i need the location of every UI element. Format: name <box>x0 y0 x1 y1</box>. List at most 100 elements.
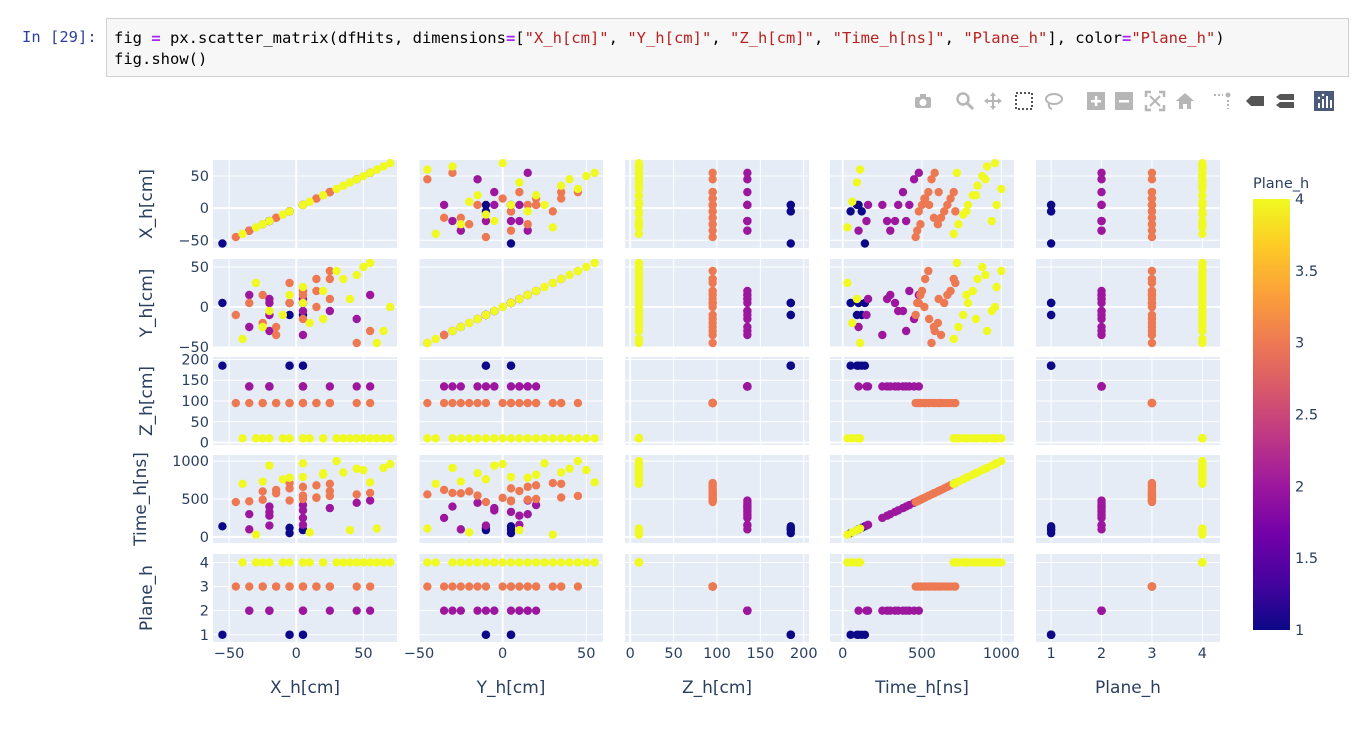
data-point <box>448 558 457 567</box>
subplot-points-4-2 <box>634 558 795 639</box>
data-point <box>1097 294 1106 304</box>
data-point <box>708 168 717 178</box>
data-point <box>1046 239 1056 248</box>
data-point <box>1198 326 1207 336</box>
data-point <box>345 434 355 443</box>
reset-axes-icon[interactable] <box>1174 90 1196 112</box>
data-point <box>786 207 795 216</box>
subplot-points-2-4 <box>1046 361 1207 443</box>
data-point <box>930 168 939 178</box>
data-point <box>934 486 943 496</box>
data-point <box>531 500 541 510</box>
code-text[interactable]: fig = px.scatter_matrix(dfHits, dimensio… <box>114 28 1225 70</box>
x-tick-label: 0 <box>292 646 301 662</box>
data-point <box>325 274 335 284</box>
data-point <box>531 286 541 296</box>
data-point <box>556 468 566 477</box>
plotly-logo-icon[interactable] <box>1313 90 1335 112</box>
data-point <box>786 310 795 320</box>
data-point <box>952 258 962 268</box>
data-point <box>1147 200 1157 210</box>
data-point <box>556 194 566 203</box>
data-point <box>506 207 516 216</box>
data-point <box>506 472 516 482</box>
data-point <box>285 361 294 370</box>
x-tick-label: 1000 <box>983 646 1020 662</box>
data-point <box>901 326 911 336</box>
data-point <box>431 558 440 567</box>
data-point <box>898 187 908 197</box>
data-point <box>886 290 895 300</box>
data-point <box>490 606 499 615</box>
data-point <box>325 606 335 615</box>
data-point <box>448 382 457 391</box>
data-point <box>258 477 267 486</box>
data-point <box>352 558 361 567</box>
data-point <box>1097 520 1106 529</box>
colorbar-tick-label: 3 <box>1295 336 1304 352</box>
data-point <box>786 239 795 248</box>
data-point <box>540 434 549 443</box>
data-point <box>473 314 482 324</box>
box-select-icon[interactable] <box>1013 90 1035 112</box>
hover-compare-icon[interactable] <box>1274 90 1296 112</box>
data-point <box>231 310 241 320</box>
hover-closest-icon[interactable] <box>1244 90 1266 112</box>
data-point <box>332 456 341 466</box>
zoom-out-icon[interactable] <box>1113 90 1135 112</box>
data-point <box>265 298 274 308</box>
data-point <box>271 213 281 223</box>
data-point <box>743 226 752 235</box>
data-point <box>265 461 274 470</box>
data-point <box>954 322 963 332</box>
data-point <box>573 558 583 567</box>
data-point <box>1046 523 1056 533</box>
data-point <box>920 274 930 284</box>
lasso-icon[interactable] <box>1043 90 1065 112</box>
data-point <box>439 582 449 591</box>
data-point <box>997 434 1006 443</box>
data-point <box>852 294 862 304</box>
data-point <box>846 298 855 308</box>
zoom-icon[interactable] <box>954 90 976 112</box>
data-point <box>258 398 267 408</box>
data-point <box>456 398 466 408</box>
subplot-3-4 <box>1036 455 1220 543</box>
spike-lines-icon[interactable] <box>1211 90 1233 112</box>
data-point <box>481 361 491 370</box>
data-point <box>523 200 532 210</box>
data-point <box>298 513 308 523</box>
data-point <box>481 475 491 484</box>
data-point <box>708 194 717 203</box>
data-point <box>285 558 294 567</box>
data-point <box>1097 382 1106 391</box>
data-point <box>582 558 591 567</box>
data-point <box>523 290 532 300</box>
data-point <box>565 175 574 184</box>
pan-icon[interactable] <box>982 90 1004 112</box>
data-point <box>981 175 990 184</box>
data-point <box>936 330 946 340</box>
data-point <box>332 184 341 194</box>
data-point <box>894 200 903 210</box>
code-cell[interactable]: fig = px.scatter_matrix(dfHits, dimensio… <box>106 18 1349 77</box>
data-point <box>365 168 375 178</box>
data-point <box>490 216 499 226</box>
camera-icon[interactable] <box>912 90 934 112</box>
data-point <box>962 473 971 482</box>
y-axis-title: Z_h[cm] <box>137 366 157 436</box>
autoscale-icon[interactable] <box>1144 90 1166 112</box>
data-point <box>473 382 482 391</box>
data-point <box>920 302 929 312</box>
data-point <box>298 200 308 210</box>
data-point <box>917 200 927 210</box>
data-point <box>708 338 717 348</box>
zoom-in-icon[interactable] <box>1085 90 1107 112</box>
data-point <box>854 322 863 332</box>
data-point <box>218 630 227 639</box>
data-point <box>490 187 499 197</box>
subplot-points-1-0 <box>218 258 395 348</box>
code-token: ) fig.show() <box>114 29 1225 68</box>
data-point <box>265 306 274 316</box>
data-point <box>556 558 566 567</box>
